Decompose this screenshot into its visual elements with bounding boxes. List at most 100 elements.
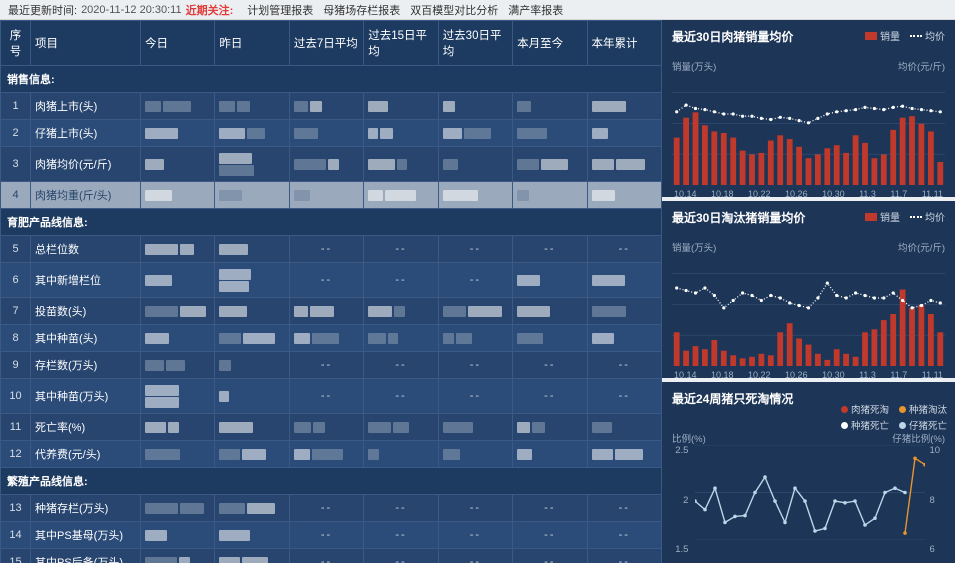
table-row[interactable]: 15 其中PS后备(万头) -- -- -- -- -- (1, 549, 662, 563)
legend-item-chart2-1: 均价 (910, 209, 945, 224)
chart-panel: 最近30日肉猪销量均价 销量 均价 销量(万头) 均价(元/斤) 10.14 10.18 10… (662, 20, 955, 563)
table-row[interactable]: 2 仔猪上市(头) (1, 120, 662, 147)
row-value-cell-col2 (141, 236, 215, 263)
row-value-cell-col3 (215, 236, 289, 263)
row-value-cell-col4: -- (289, 263, 363, 298)
row-value-cell-col2 (141, 414, 215, 441)
chart-title-chart1: 最近30日肉猪销量均价 (672, 28, 793, 45)
legend-item-chart3-3: 仔猪死亡 (899, 418, 947, 432)
table-row[interactable]: 10 其中种苗(万头) -- -- -- -- -- (1, 379, 662, 414)
table-row[interactable]: 5 总栏位数 -- -- -- -- -- (1, 236, 662, 263)
row-value-cell-col8 (587, 298, 661, 325)
row-value-cell-col4 (289, 147, 363, 182)
ylabel-right-chart2: 均价(元/斤) (898, 240, 945, 254)
row-number: 5 (1, 236, 31, 263)
chart-legend-chart1: 销量 均价 (865, 28, 945, 43)
left-ytick-chart3-1: 2 (672, 495, 688, 506)
topbar: 最近更新时间: 2020-11-12 20:30:11 近期关注: 计划管理报表… (0, 0, 955, 20)
row-value-cell-col4: -- (289, 352, 363, 379)
row-value-cell-col5 (364, 325, 438, 352)
nav-link-0[interactable]: 计划管理报表 (247, 2, 313, 18)
row-value-cell-col3 (215, 522, 289, 549)
row-value-cell-col2 (141, 93, 215, 120)
row-value-cell-col3 (215, 263, 289, 298)
row-value-cell-col7: -- (513, 379, 587, 414)
row-item-label: 肉猪均重(斤/头) (31, 182, 141, 209)
row-value-cell-col4 (289, 120, 363, 147)
row-value-cell-col2 (141, 298, 215, 325)
row-value-cell-col3 (215, 120, 289, 147)
row-item-label: 总栏位数 (31, 236, 141, 263)
left-ytick-chart3-0: 2.5 (672, 445, 688, 456)
row-value-cell-col4 (289, 414, 363, 441)
table-row[interactable]: 9 存栏数(万头) -- -- -- -- -- (1, 352, 662, 379)
table-row[interactable]: 4 肉猪均重(斤/头) (1, 182, 662, 209)
header-no: 序号 (1, 21, 31, 66)
xtick-chart2-7: 11.11 (922, 370, 943, 378)
chart-chart3: 最近24周猪只死淘情况 肉猪死淘 种猪淘汰 种猪死亡 仔猪死亡 比例(%) 仔猪比例(%) 2… (662, 382, 955, 563)
row-value-cell-col5: -- (364, 495, 438, 522)
chart-legend-chart2: 销量 均价 (865, 209, 945, 224)
row-value-cell-col6 (438, 93, 512, 120)
update-time-value: 2020-11-12 20:30:11 (81, 4, 182, 16)
right-ytick-chart3-2: 6 (929, 544, 945, 555)
row-value-cell-col8: -- (587, 522, 661, 549)
row-number: 1 (1, 93, 31, 120)
row-number: 12 (1, 441, 31, 468)
row-item-label: 其中PS后备(万头) (31, 549, 141, 563)
legend-item-chart3-1: 种猪死亡 (841, 418, 889, 432)
row-number: 6 (1, 263, 31, 298)
table-row[interactable]: 6 其中新增栏位 -- -- -- (1, 263, 662, 298)
kpi-table: 序号 项目 今日 昨日 过去7日平均 过去15日平均 过去30日平均 本月至今 … (0, 20, 662, 563)
row-item-label: 其中种苗(头) (31, 325, 141, 352)
ylabel-left-chart3: 比例(%) (672, 431, 706, 445)
row-value-cell-col2 (141, 147, 215, 182)
row-item-label: 其中新增栏位 (31, 263, 141, 298)
row-number: 3 (1, 147, 31, 182)
table-row[interactable]: 3 肉猪均价(元/斤) (1, 147, 662, 182)
row-value-cell-col7: -- (513, 522, 587, 549)
table-row[interactable]: 12 代养费(元/头) (1, 441, 662, 468)
legend-item-chart1-0: 销量 (865, 28, 900, 43)
row-item-label: 代养费(元/头) (31, 441, 141, 468)
row-value-cell-col6 (438, 182, 512, 209)
table-row[interactable]: 13 种猪存栏(万头) -- -- -- -- -- (1, 495, 662, 522)
row-value-cell-col5 (364, 182, 438, 209)
nav-link-2[interactable]: 双百模型对比分析 (410, 2, 498, 18)
row-number: 8 (1, 325, 31, 352)
row-value-cell-col2 (141, 182, 215, 209)
table-row[interactable]: 7 投苗数(头) (1, 298, 662, 325)
row-value-cell-col7 (513, 93, 587, 120)
table-body: 销售信息: 1 肉猪上市(头) 2 仔猪上市(头) 3 肉猪均价(元/斤) 4 肉猪均重(斤/头… (1, 66, 662, 563)
table-row[interactable]: 8 其中种苗(头) (1, 325, 662, 352)
row-value-cell-col7 (513, 414, 587, 441)
table-row[interactable]: 1 肉猪上市(头) (1, 93, 662, 120)
row-value-cell-col6 (438, 120, 512, 147)
nav-link-3[interactable]: 满产率报表 (508, 2, 563, 18)
row-value-cell-col6: -- (438, 549, 512, 563)
row-item-label: 存栏数(万头) (31, 352, 141, 379)
ylabel-right-chart1: 均价(元/斤) (898, 59, 945, 73)
legend-item-chart3-0: 肉猪死淘 (841, 402, 889, 416)
legend-item-chart1-1: 均价 (910, 28, 945, 43)
row-value-cell-col7 (513, 325, 587, 352)
kpi-table-panel: 序号 项目 今日 昨日 过去7日平均 过去15日平均 过去30日平均 本月至今 … (0, 20, 662, 563)
row-value-cell-col5 (364, 298, 438, 325)
xtick-chart1-0: 10.14 (674, 189, 697, 197)
xtick-chart1-3: 10.26 (785, 189, 808, 197)
row-value-cell-col4 (289, 93, 363, 120)
row-value-cell-col7: -- (513, 236, 587, 263)
table-row[interactable]: 14 其中PS基母(万头) -- -- -- -- -- (1, 522, 662, 549)
row-value-cell-col6: -- (438, 522, 512, 549)
row-item-label: 其中种苗(万头) (31, 379, 141, 414)
row-value-cell-col3 (215, 495, 289, 522)
section-header-row-1: 育肥产品线信息: (1, 209, 662, 236)
row-value-cell-col7: -- (513, 549, 587, 563)
row-value-cell-col3 (215, 182, 289, 209)
nav-link-1[interactable]: 母猪场存栏报表 (323, 2, 400, 18)
row-value-cell-col3 (215, 414, 289, 441)
row-value-cell-col4: -- (289, 236, 363, 263)
row-value-cell-col5 (364, 93, 438, 120)
table-row[interactable]: 11 死亡率(%) (1, 414, 662, 441)
row-value-cell-col8 (587, 441, 661, 468)
